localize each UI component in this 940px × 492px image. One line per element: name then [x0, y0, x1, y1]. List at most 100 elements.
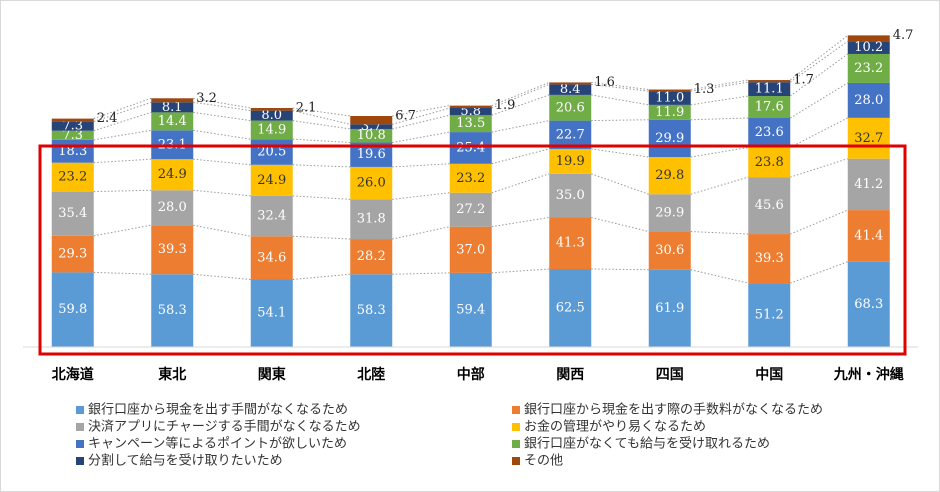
- bar-segment: [449, 105, 492, 109]
- data-label: 35.4: [58, 206, 87, 221]
- bar-segment: [549, 94, 592, 121]
- data-label: 22.7: [556, 127, 585, 142]
- bar-segment: [449, 226, 492, 273]
- legend-label: 銀行口座から現金を出す際の手数料がなくなるため: [524, 402, 823, 418]
- legend-swatch: [76, 457, 84, 465]
- bar-segment: [350, 128, 393, 143]
- data-label: 8.1: [162, 100, 183, 115]
- bar-segment: [549, 269, 592, 347]
- x-tick-label: 関東: [258, 366, 286, 383]
- bar-segment: [151, 102, 194, 113]
- series-line: [93, 271, 152, 275]
- bar-segment: [151, 190, 194, 226]
- data-label: 32.4: [257, 209, 286, 224]
- bar-segment: [449, 163, 492, 193]
- data-label: 24.9: [158, 167, 187, 182]
- bar-segment: [250, 139, 293, 165]
- legend-swatch: [76, 440, 84, 448]
- legend-label: 銀行口座から現金を出す手間がなくなるため: [88, 402, 348, 418]
- data-label: 35.0: [556, 188, 585, 203]
- x-tick-label: 中部: [457, 366, 485, 383]
- x-tick-label: 北海道: [52, 366, 94, 383]
- series-line: [789, 34, 849, 81]
- bar-segment: [250, 236, 293, 280]
- data-label: 23.2: [854, 61, 883, 76]
- legend-label: キャンペーン等によるポイントが欲しいため: [88, 436, 347, 452]
- data-label: 2.1: [296, 101, 317, 116]
- bar-segment: [549, 148, 592, 174]
- bar-segment: [847, 82, 890, 118]
- series-line: [292, 235, 351, 240]
- series-line: [690, 146, 749, 158]
- series-line: [392, 107, 450, 125]
- series-line: [690, 231, 749, 235]
- series-line: [789, 82, 849, 119]
- x-tick-label: 九州・沖縄: [833, 366, 904, 383]
- series-line: [392, 272, 450, 275]
- data-label: 23.2: [456, 171, 485, 186]
- series-line: [591, 216, 649, 233]
- data-label: 17.6: [755, 100, 784, 115]
- series-line: [93, 189, 152, 193]
- bar-segment: [648, 157, 691, 195]
- series-line: [292, 195, 351, 200]
- bars: 北海道59.829.335.423.218.37.37.32.4東北58.339…: [51, 28, 913, 383]
- bar-segment: [250, 195, 293, 237]
- bar-segment: [449, 115, 492, 133]
- legend-label: 決済アプリにチャージする手間がなくなるため: [88, 419, 361, 435]
- series-line: [591, 83, 649, 92]
- bar-segment: [51, 272, 94, 347]
- bar-segment: [748, 82, 791, 97]
- bar-segment: [350, 199, 393, 240]
- series-line: [392, 131, 450, 143]
- bar-segment: [250, 108, 293, 111]
- series-line: [491, 148, 550, 165]
- series-line: [292, 120, 351, 130]
- series-line: [491, 120, 550, 133]
- data-label: 28.2: [357, 249, 386, 264]
- bar-segment: [648, 269, 691, 347]
- series-line: [591, 268, 649, 271]
- data-label: 23.8: [755, 155, 784, 170]
- bar-segment: [549, 217, 592, 269]
- legend-label: 分割して給与を受け取りたいため: [88, 453, 283, 469]
- series-line: [491, 173, 550, 194]
- data-label: 20.6: [556, 100, 585, 115]
- series-line: [690, 79, 749, 91]
- data-label: 37.0: [456, 242, 485, 257]
- bar-segment: [151, 98, 194, 103]
- data-label: 59.4: [456, 302, 485, 317]
- data-label: 14.4: [158, 114, 187, 129]
- bar-segment: [350, 115, 393, 125]
- series-line: [93, 129, 152, 141]
- bar-segment: [449, 108, 492, 116]
- connectors: [93, 34, 849, 284]
- legend-swatch: [512, 423, 520, 431]
- series-line: [193, 111, 251, 122]
- data-label: 1.6: [594, 75, 615, 90]
- series-line: [93, 158, 152, 164]
- data-label: 19.9: [556, 154, 585, 169]
- data-label: 24.9: [257, 173, 286, 188]
- data-label: 7.3: [62, 119, 83, 134]
- bar-segment: [648, 194, 691, 232]
- bar-segment: [847, 261, 890, 347]
- data-label: 20.5: [257, 145, 286, 160]
- bar-segment: [350, 274, 393, 347]
- data-label: 58.3: [357, 303, 386, 318]
- series-line: [292, 273, 351, 280]
- series-line: [690, 269, 749, 284]
- series-line: [591, 148, 649, 158]
- series-line: [392, 226, 450, 240]
- series-line: [292, 164, 351, 168]
- data-label: 31.8: [357, 212, 386, 227]
- bar-segment: [648, 91, 691, 105]
- bar-segment: [51, 130, 94, 140]
- bar-segment: [549, 120, 592, 149]
- data-label: 1.7: [793, 73, 814, 88]
- bar-segment: [51, 191, 94, 236]
- legend-label: お金の管理がやり易くなるため: [524, 419, 706, 435]
- bar-segment: [648, 119, 691, 158]
- data-label: 11.9: [655, 105, 684, 120]
- bar-segment: [847, 35, 890, 42]
